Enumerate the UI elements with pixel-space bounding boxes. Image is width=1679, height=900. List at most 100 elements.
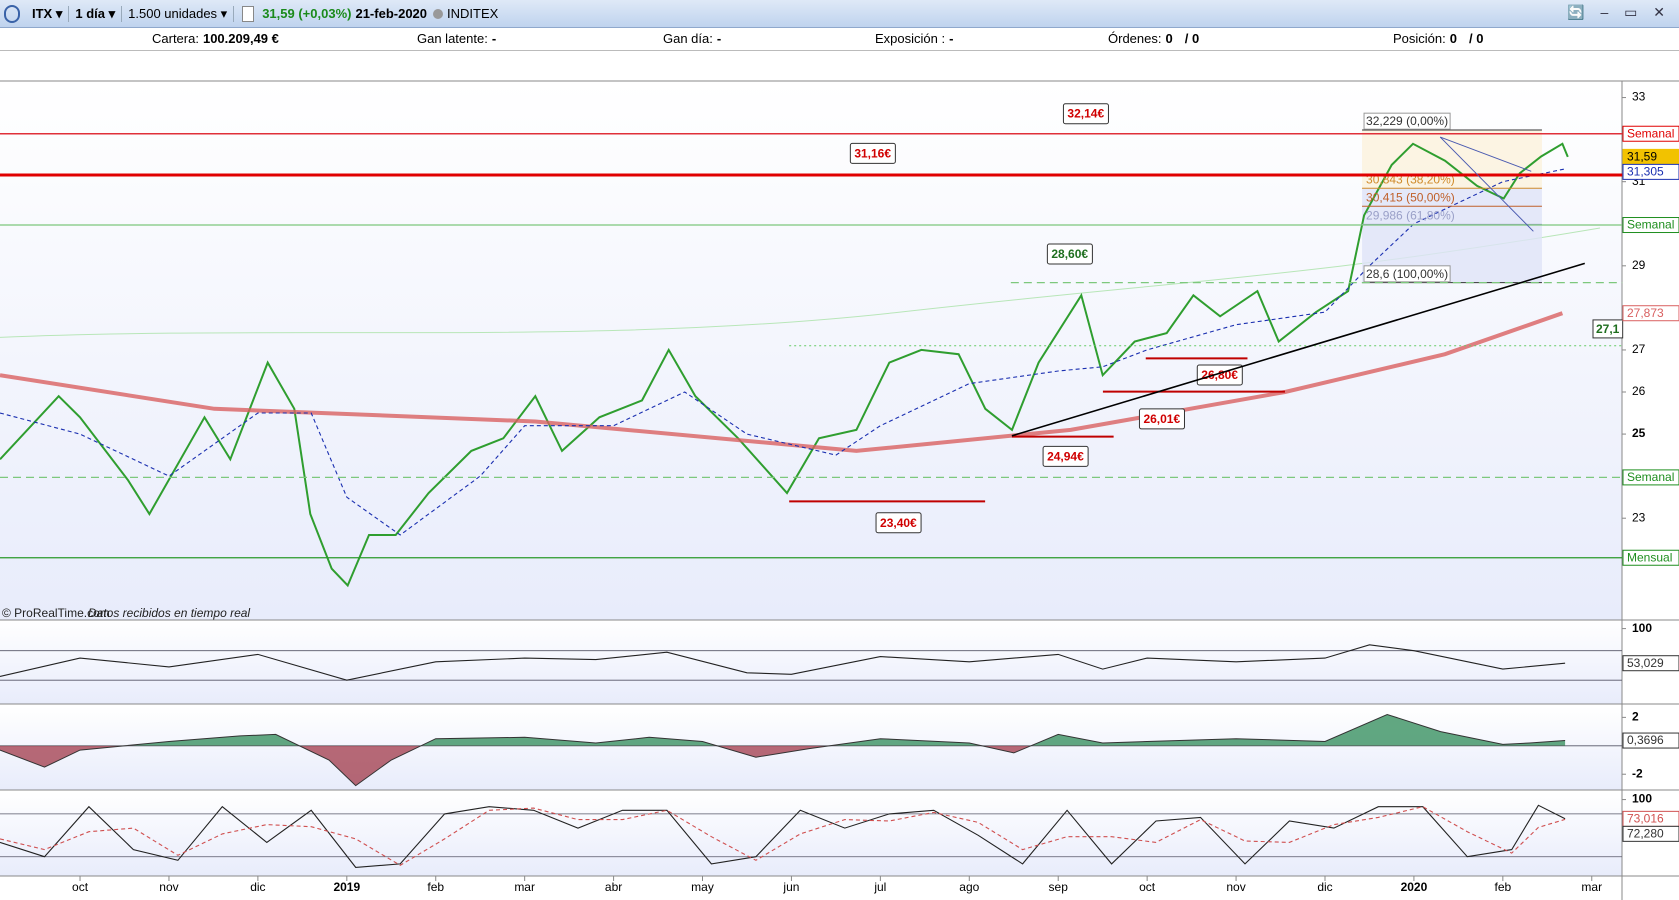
account-label: Gan latente:	[417, 31, 488, 46]
account-value: -	[716, 31, 722, 46]
axis-tag	[1622, 549, 1679, 566]
level-label-box	[1046, 243, 1093, 265]
y-tick-label: 29	[1632, 258, 1646, 272]
credit: © ProRealTime.com	[2, 606, 110, 620]
y-tick-label: 25	[1632, 426, 1646, 440]
x-tick-label: feb	[1494, 880, 1511, 894]
axis-tag	[1622, 655, 1679, 672]
level-label-box	[1042, 445, 1089, 467]
series-line	[0, 142, 1569, 588]
toolbar: ITX ▾ 1 día ▾ 1.500 unidades ▾ 31,59 (+0…	[0, 0, 1679, 28]
level-label: 26,80€	[1201, 368, 1238, 382]
trend-line	[1011, 262, 1586, 437]
x-tick-label: sep	[1049, 880, 1069, 894]
y-tick-label: -2	[1632, 766, 1643, 780]
window-buttons[interactable]: 🔄 – ▭ ✕	[1567, 4, 1671, 20]
level-label-box	[875, 512, 922, 534]
account-label: Exposición :	[875, 31, 946, 46]
x-tick-label: abr	[605, 880, 622, 894]
credit-note: Datos recibidos en tiempo real	[88, 606, 250, 620]
account-value: 0	[1449, 31, 1457, 46]
x-tick-label: mar	[1581, 880, 1602, 894]
fib-label-box	[1363, 112, 1451, 130]
fib-label: 32,229 (0,00%)	[1366, 114, 1448, 128]
x-tick-label: dic	[1317, 880, 1332, 894]
axis-tag	[1622, 469, 1679, 486]
axis-tag-label: 53,029	[1627, 656, 1664, 670]
x-tick-label: feb	[427, 880, 444, 894]
series-line	[0, 168, 1566, 536]
channel-line	[1440, 136, 1532, 172]
level-label: 28,60€	[1051, 247, 1088, 261]
envelope	[0, 227, 1601, 338]
account-item: Gan latente: -	[417, 31, 496, 46]
axis-tag	[1622, 125, 1679, 142]
level-label: 31,16€	[854, 146, 891, 160]
x-tick-label: ago	[959, 880, 979, 894]
date: 21-feb-2020	[355, 6, 428, 21]
account-value: -	[491, 31, 497, 46]
fib-label-box	[1363, 265, 1451, 283]
fib-label: 30,415 (50,00%)	[1366, 190, 1455, 204]
axis-tag-label: Semanal	[1627, 218, 1674, 232]
y-tick-label: 33	[1632, 90, 1646, 104]
quantity-select[interactable]: 1.500 unidades ▾	[122, 5, 235, 22]
link-icon[interactable]	[4, 4, 20, 23]
account-value: 0	[1165, 31, 1173, 46]
quote: 31,59 (+0,03%)	[262, 6, 352, 21]
timeframe-select[interactable]: 1 día ▾	[69, 5, 123, 22]
x-tick-label: jun	[782, 880, 799, 894]
axis-tag-label: Semanal	[1627, 470, 1674, 484]
axis-tag	[1622, 217, 1679, 234]
info-icon[interactable]	[242, 5, 255, 22]
series-line	[0, 804, 1566, 868]
x-tick-label: nov	[159, 880, 178, 894]
symbol-select[interactable]: ITX ▾	[26, 5, 70, 22]
fib-label: 29,986 (61,80%)	[1366, 209, 1455, 223]
account-extra: / 0	[1468, 31, 1484, 46]
axis-tag-label: 0,3696	[1627, 733, 1664, 747]
y-tick-label: 100	[1632, 792, 1652, 806]
account-bar: Cartera: 100.209,49 € Gan latente: - Gan día…	[0, 28, 1679, 51]
pane-background	[0, 621, 1622, 704]
axis-tag	[1622, 825, 1679, 842]
account-label: Posición:	[1393, 31, 1446, 46]
account-value: 100.209,49 €	[202, 31, 279, 46]
account-item: Posición: 0 / 0	[1393, 31, 1483, 46]
account-item: Cartera: 100.209,49 €	[152, 31, 279, 46]
axis-tag-label: 73,016	[1627, 812, 1664, 826]
axis-tag-label: 27,873	[1627, 306, 1664, 320]
x-tick-label: nov	[1226, 880, 1245, 894]
channel-line	[1439, 136, 1534, 232]
fib-zone	[1362, 129, 1542, 189]
y-tick-label: 26	[1632, 384, 1646, 398]
x-tick-label: 2019	[333, 880, 360, 894]
series-line	[0, 311, 1564, 453]
axis-tag-label: Mensual	[1627, 550, 1672, 564]
axis-tag	[1622, 163, 1679, 180]
chart: oct nov dic 2019 feb mar abr may jun jul ago sep oct…	[0, 51, 1679, 900]
timeframe: 1 día	[75, 5, 105, 21]
account-label: Gan día:	[663, 31, 713, 46]
axis-tag-label: 31,305	[1627, 165, 1664, 179]
series-line	[0, 644, 1566, 681]
x-tick-label: mar	[514, 880, 535, 894]
x-tick-label: may	[691, 880, 714, 894]
account-item: Exposición :-	[875, 31, 953, 46]
level-label-box	[1138, 408, 1185, 430]
x-tick-label: oct	[72, 880, 89, 894]
status-dot	[433, 8, 444, 19]
account-extra: / 0	[1184, 31, 1200, 46]
level-label: 23,40€	[880, 516, 917, 530]
axis-tag-label: 31,59	[1627, 150, 1657, 164]
histogram-area-negative	[0, 745, 1566, 786]
fib-label: 28,6 (100,00%)	[1366, 267, 1448, 281]
level-label: 32,14€	[1067, 107, 1104, 121]
y-tick-label: 27	[1632, 342, 1646, 356]
account-value: -	[949, 31, 954, 46]
symbol: ITX	[32, 5, 53, 21]
x-tick-label: oct	[1139, 880, 1156, 894]
side-label-box	[1592, 319, 1624, 339]
axis-tag-label: 72,280	[1627, 827, 1664, 841]
account-label: Órdenes:	[1108, 31, 1162, 46]
